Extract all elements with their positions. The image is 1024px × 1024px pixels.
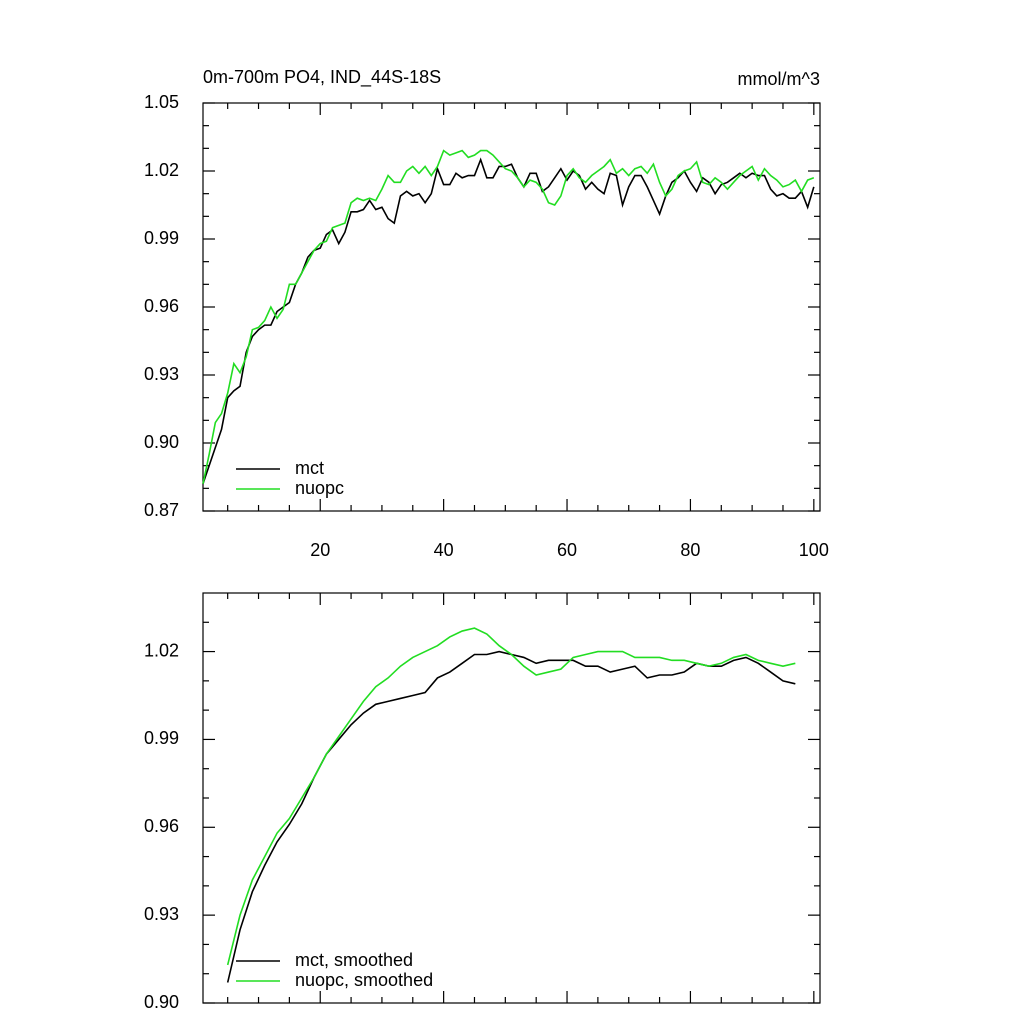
x-tick-label: 60 (557, 540, 577, 560)
legend-label: nuopc (295, 478, 344, 498)
legend-label: mct (295, 458, 324, 478)
y-tick-label: 0.96 (144, 296, 179, 316)
chart-title: 0m-700m PO4, IND_44S-18S (203, 67, 441, 88)
y-tick-label: 0.90 (144, 992, 179, 1012)
y-tick-label: 0.96 (144, 816, 179, 836)
y-tick-label: 0.90 (144, 432, 179, 452)
y-tick-label: 0.93 (144, 904, 179, 924)
y-tick-label: 1.05 (144, 92, 179, 112)
x-tick-label: 40 (434, 540, 454, 560)
y-tick-label: 0.99 (144, 228, 179, 248)
y-tick-label: 1.02 (144, 640, 179, 660)
y-tick-label: 1.02 (144, 160, 179, 180)
x-tick-label: 20 (310, 540, 330, 560)
y-tick-label: 0.99 (144, 728, 179, 748)
legend-label: nuopc, smoothed (295, 970, 433, 990)
y-tick-label: 0.93 (144, 364, 179, 384)
x-tick-label: 80 (680, 540, 700, 560)
series-line (202, 157, 815, 485)
x-tick-label: 100 (799, 540, 829, 560)
units-label: mmol/m^3 (738, 69, 820, 89)
series-line (202, 149, 815, 484)
series-line (226, 627, 796, 966)
legend-label: mct, smoothed (295, 950, 413, 970)
y-tick-label: 0.87 (144, 500, 179, 520)
series-line (226, 650, 796, 983)
